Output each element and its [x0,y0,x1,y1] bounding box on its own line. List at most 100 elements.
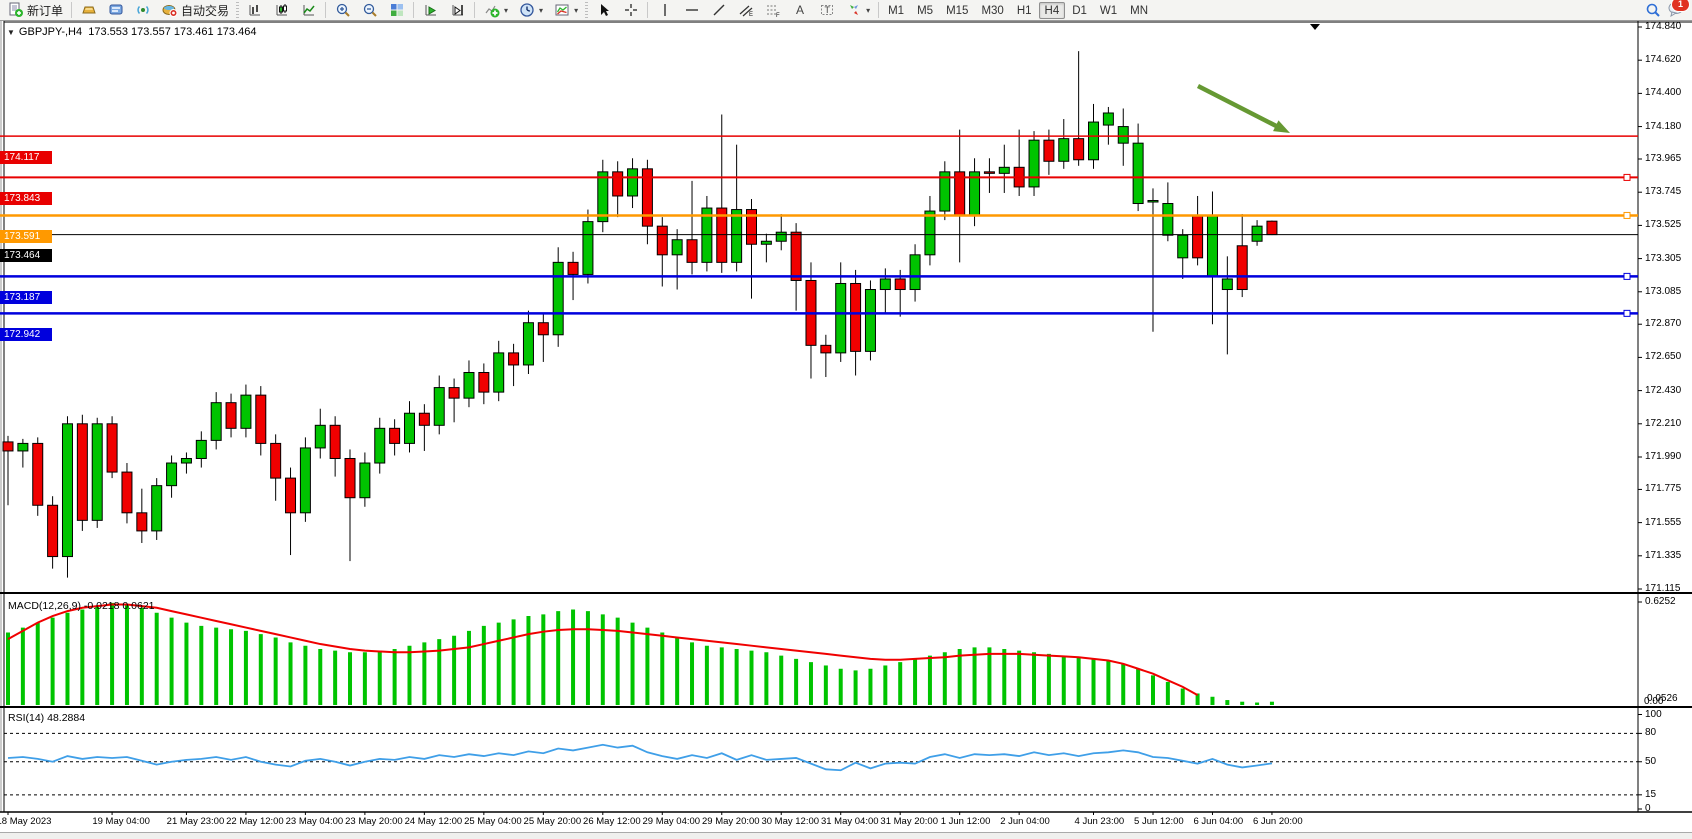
chart-shift-button[interactable] [444,1,471,19]
line-chart-button[interactable] [295,1,322,19]
zoom-in-button[interactable] [329,1,356,19]
chevron-down-icon: ▼ [7,28,15,37]
vertical-line-button[interactable] [651,1,678,19]
timeframe-h4-button[interactable]: H4 [1038,1,1066,19]
toolbar-drag-handle[interactable] [236,2,240,18]
price-tick-label: 172.430 [1645,384,1682,396]
channel-button[interactable]: E [732,1,759,19]
signals-button[interactable] [129,1,156,19]
rsi-label: RSI(14) 48.2884 [8,712,86,724]
data-window-icon [107,2,124,18]
tile-windows-button[interactable] [383,1,410,19]
time-axis-label: 2 Jun 04:00 [1000,816,1050,827]
bar-chart-button[interactable] [241,1,268,19]
time-axis-label: 6 Jun 04:00 [1193,816,1244,827]
timeframe-mn-button[interactable]: MN [1130,4,1149,17]
level-price-badge: 172.942 [0,327,52,341]
separator [325,2,327,18]
zoom-out-button[interactable] [356,1,383,19]
price-tick-label: 173.305 [1645,252,1682,264]
fibonacci-button[interactable]: F [759,1,786,19]
chevron-down-icon: ▾ [504,5,509,15]
search-icon[interactable] [1644,2,1661,18]
new-order-icon [7,2,24,18]
indicators-button[interactable]: ▾ [478,1,513,19]
price-tick-label: 173.525 [1645,219,1682,231]
autotrading-label: 自动交易 [181,3,230,18]
green-arrow-annotation[interactable] [1196,83,1290,133]
timeframe-m30-button[interactable]: M30 [981,4,1004,17]
vertical-line-icon [656,2,673,18]
time-axis-label: 26 May 12:00 [583,816,641,827]
level-price-badge: 173.187 [0,290,52,304]
chart-symbol-line[interactable]: ▼ GBPJPY-,H4 173.553 173.557 173.461 173.… [7,26,256,38]
data-window-button[interactable] [102,1,129,19]
window-bottom-strip [0,832,1692,839]
rsi-axis-label: 0 [1645,803,1651,814]
chevron-down-icon: ▾ [866,5,871,15]
timeframe-w1-button[interactable]: W1 [1099,4,1118,17]
timeframe-group: M1 M5 M15 M30 H1 H4 D1 W1 MN [882,1,1154,19]
trendline-button[interactable] [705,1,732,19]
text-tool-button[interactable]: A [786,1,813,19]
symbol-label: GBPJPY-,H4 [18,26,83,38]
price-tick-label: 171.775 [1645,483,1682,495]
time-axis-label: 23 May 20:00 [345,816,403,827]
timeframe-m1-button[interactable]: M1 [888,4,905,17]
arrows-tool-button[interactable]: ▾ [840,1,875,19]
crosshair-button[interactable] [617,1,644,19]
time-axis-label: 22 May 12:00 [226,816,284,827]
candlestick-chart[interactable] [0,21,1692,838]
chart-shift-icon [449,2,466,18]
time-axis-label: 18 May 2023 [0,816,52,827]
bar-chart-icon [246,2,263,18]
horizontal-line-icon [683,2,700,18]
cursor-button[interactable] [590,1,617,19]
chat-button[interactable]: 1 [1667,0,1690,20]
level-price-badge: 173.591 [0,229,52,243]
market-watch-button[interactable] [75,1,102,19]
horizontal-line-button[interactable] [678,1,705,19]
text-tool-icon: A [791,2,808,18]
svg-text:E: E [749,12,753,18]
time-axis-label: 23 May 04:00 [285,816,344,827]
time-axis-label: 29 May 20:00 [701,816,760,827]
crosshair-icon [622,2,639,18]
svg-text:T: T [824,5,830,15]
timeframe-h1-button[interactable]: H1 [1016,4,1032,17]
svg-text:F: F [776,13,780,18]
rsi-axis-label: 100 [1645,708,1662,720]
periods-icon [518,2,535,18]
market-watch-icon [80,2,97,18]
quote-ohlc: 173.553 173.557 173.461 173.464 [88,26,257,38]
macd-axis-label: 0.00 [1644,696,1664,707]
timeframe-d1-button[interactable]: D1 [1072,4,1087,17]
templates-button[interactable]: ▾ [548,1,583,19]
new-order-label: 新订单 [27,3,64,18]
price-tick-label: 172.210 [1645,417,1682,429]
rsi-axis-label: 50 [1645,755,1657,767]
chevron-down-icon: ▾ [539,5,544,15]
chevron-down-icon: ▾ [574,5,579,15]
price-tick-label: 171.115 [1645,583,1681,594]
new-order-button[interactable]: 新订单 [2,1,68,19]
timeframe-m5-button[interactable]: M5 [917,4,934,17]
macd-axis-label: 0.0526 [1647,693,1678,704]
candlestick-chart-button[interactable] [268,1,295,19]
svg-text:A: A [796,3,804,17]
timeframe-m15-button[interactable]: M15 [946,4,969,17]
periods-button[interactable]: ▾ [513,1,548,19]
auto-scroll-icon [422,2,439,18]
autotrading-button[interactable]: 自动交易 [156,1,234,19]
time-axis-label: 1 Jun 12:00 [940,816,991,827]
price-tick-label: 174.400 [1645,87,1682,99]
separator [413,2,415,18]
price-tick-label: 173.965 [1645,153,1682,164]
toolbar-drag-handle[interactable] [585,2,589,18]
time-axis-label: 5 Jun 12:00 [1134,816,1184,827]
auto-scroll-button[interactable] [417,1,444,19]
time-axis-label: 4 Jun 23:00 [1074,816,1125,827]
text-label-button[interactable]: T [813,1,840,19]
candlestick-chart-icon [273,2,290,18]
chart-window[interactable]: ▼ GBPJPY-,H4 173.553 173.557 173.461 173.… [0,21,1692,839]
